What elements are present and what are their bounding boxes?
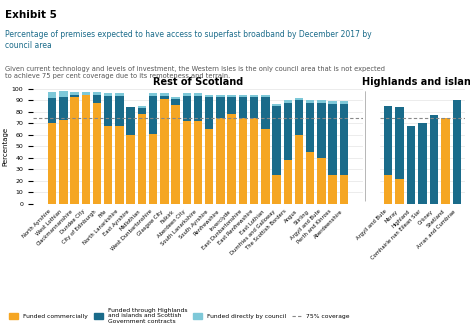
Bar (407, 126, 415, 204)
Bar (172, 105, 180, 204)
Text: Percentage of premises expected to have access to superfast broadband by Decembe: Percentage of premises expected to have … (5, 30, 371, 50)
Bar (172, 99, 180, 105)
Bar (317, 100, 326, 103)
Bar (104, 126, 112, 204)
Bar (306, 152, 314, 204)
Bar (160, 99, 169, 204)
Bar (205, 129, 213, 204)
Bar (149, 134, 157, 204)
Text: Exhibit 5: Exhibit 5 (5, 10, 56, 20)
Bar (418, 123, 427, 204)
Bar (160, 96, 169, 99)
Bar (48, 123, 56, 204)
Bar (250, 97, 258, 118)
Bar (272, 106, 281, 175)
Bar (395, 179, 404, 204)
Bar (329, 102, 337, 104)
Bar (395, 107, 404, 179)
Bar (82, 92, 90, 95)
Bar (115, 126, 124, 204)
Bar (93, 92, 101, 95)
Bar (160, 93, 169, 96)
Bar (430, 115, 439, 204)
Bar (250, 118, 258, 204)
Bar (115, 93, 124, 96)
Bar (295, 98, 303, 100)
Bar (329, 175, 337, 204)
Bar (384, 175, 392, 204)
Bar (272, 175, 281, 204)
Bar (93, 95, 101, 103)
Bar (115, 96, 124, 126)
Bar (295, 100, 303, 135)
Bar (182, 121, 191, 204)
Title: Rest of Scotland: Rest of Scotland (153, 77, 243, 87)
Bar (239, 97, 247, 118)
Bar (138, 109, 146, 114)
Bar (340, 102, 348, 104)
Y-axis label: Percentage: Percentage (3, 127, 9, 166)
Bar (340, 175, 348, 204)
Bar (138, 114, 146, 204)
Bar (70, 97, 79, 204)
Bar (227, 95, 236, 97)
Bar (317, 103, 326, 158)
Bar (93, 103, 101, 204)
Bar (149, 96, 157, 134)
Bar (216, 97, 225, 118)
Bar (453, 100, 462, 204)
Bar (340, 104, 348, 175)
Bar (48, 98, 56, 123)
Bar (283, 103, 292, 160)
Bar (138, 106, 146, 109)
Bar (194, 93, 202, 96)
Bar (70, 95, 79, 97)
Bar (239, 95, 247, 97)
Bar (182, 93, 191, 96)
Bar (295, 135, 303, 204)
Bar (441, 118, 450, 204)
Bar (317, 158, 326, 204)
Bar (384, 106, 392, 175)
Bar (283, 100, 292, 103)
Bar (59, 97, 68, 120)
Bar (59, 120, 68, 204)
Bar (261, 95, 269, 97)
Bar (59, 91, 68, 97)
Bar (205, 97, 213, 129)
Bar (104, 93, 112, 96)
Bar (149, 93, 157, 96)
Title: Highlands and islands: Highlands and islands (362, 77, 470, 87)
Bar (227, 97, 236, 114)
Bar (283, 160, 292, 204)
Bar (126, 107, 135, 135)
Text: Given current technology and levels of investment, the Western Isles is the only: Given current technology and levels of i… (5, 66, 385, 79)
Bar (261, 129, 269, 204)
Bar (205, 95, 213, 97)
Bar (48, 92, 56, 98)
Bar (82, 95, 90, 204)
Bar (227, 114, 236, 204)
Bar (182, 96, 191, 121)
Bar (272, 104, 281, 106)
Bar (239, 118, 247, 204)
Bar (329, 104, 337, 175)
Bar (306, 100, 314, 103)
Bar (250, 95, 258, 97)
Bar (194, 96, 202, 121)
Legend: Funded commercially, Funded through Highlands
and islands and Scottish
Governmen: Funded commercially, Funded through High… (8, 306, 351, 326)
Bar (216, 95, 225, 97)
Bar (172, 97, 180, 99)
Bar (194, 121, 202, 204)
Bar (104, 96, 112, 126)
Bar (126, 135, 135, 204)
Bar (261, 97, 269, 129)
Bar (216, 118, 225, 204)
Bar (306, 103, 314, 152)
Bar (70, 92, 79, 95)
